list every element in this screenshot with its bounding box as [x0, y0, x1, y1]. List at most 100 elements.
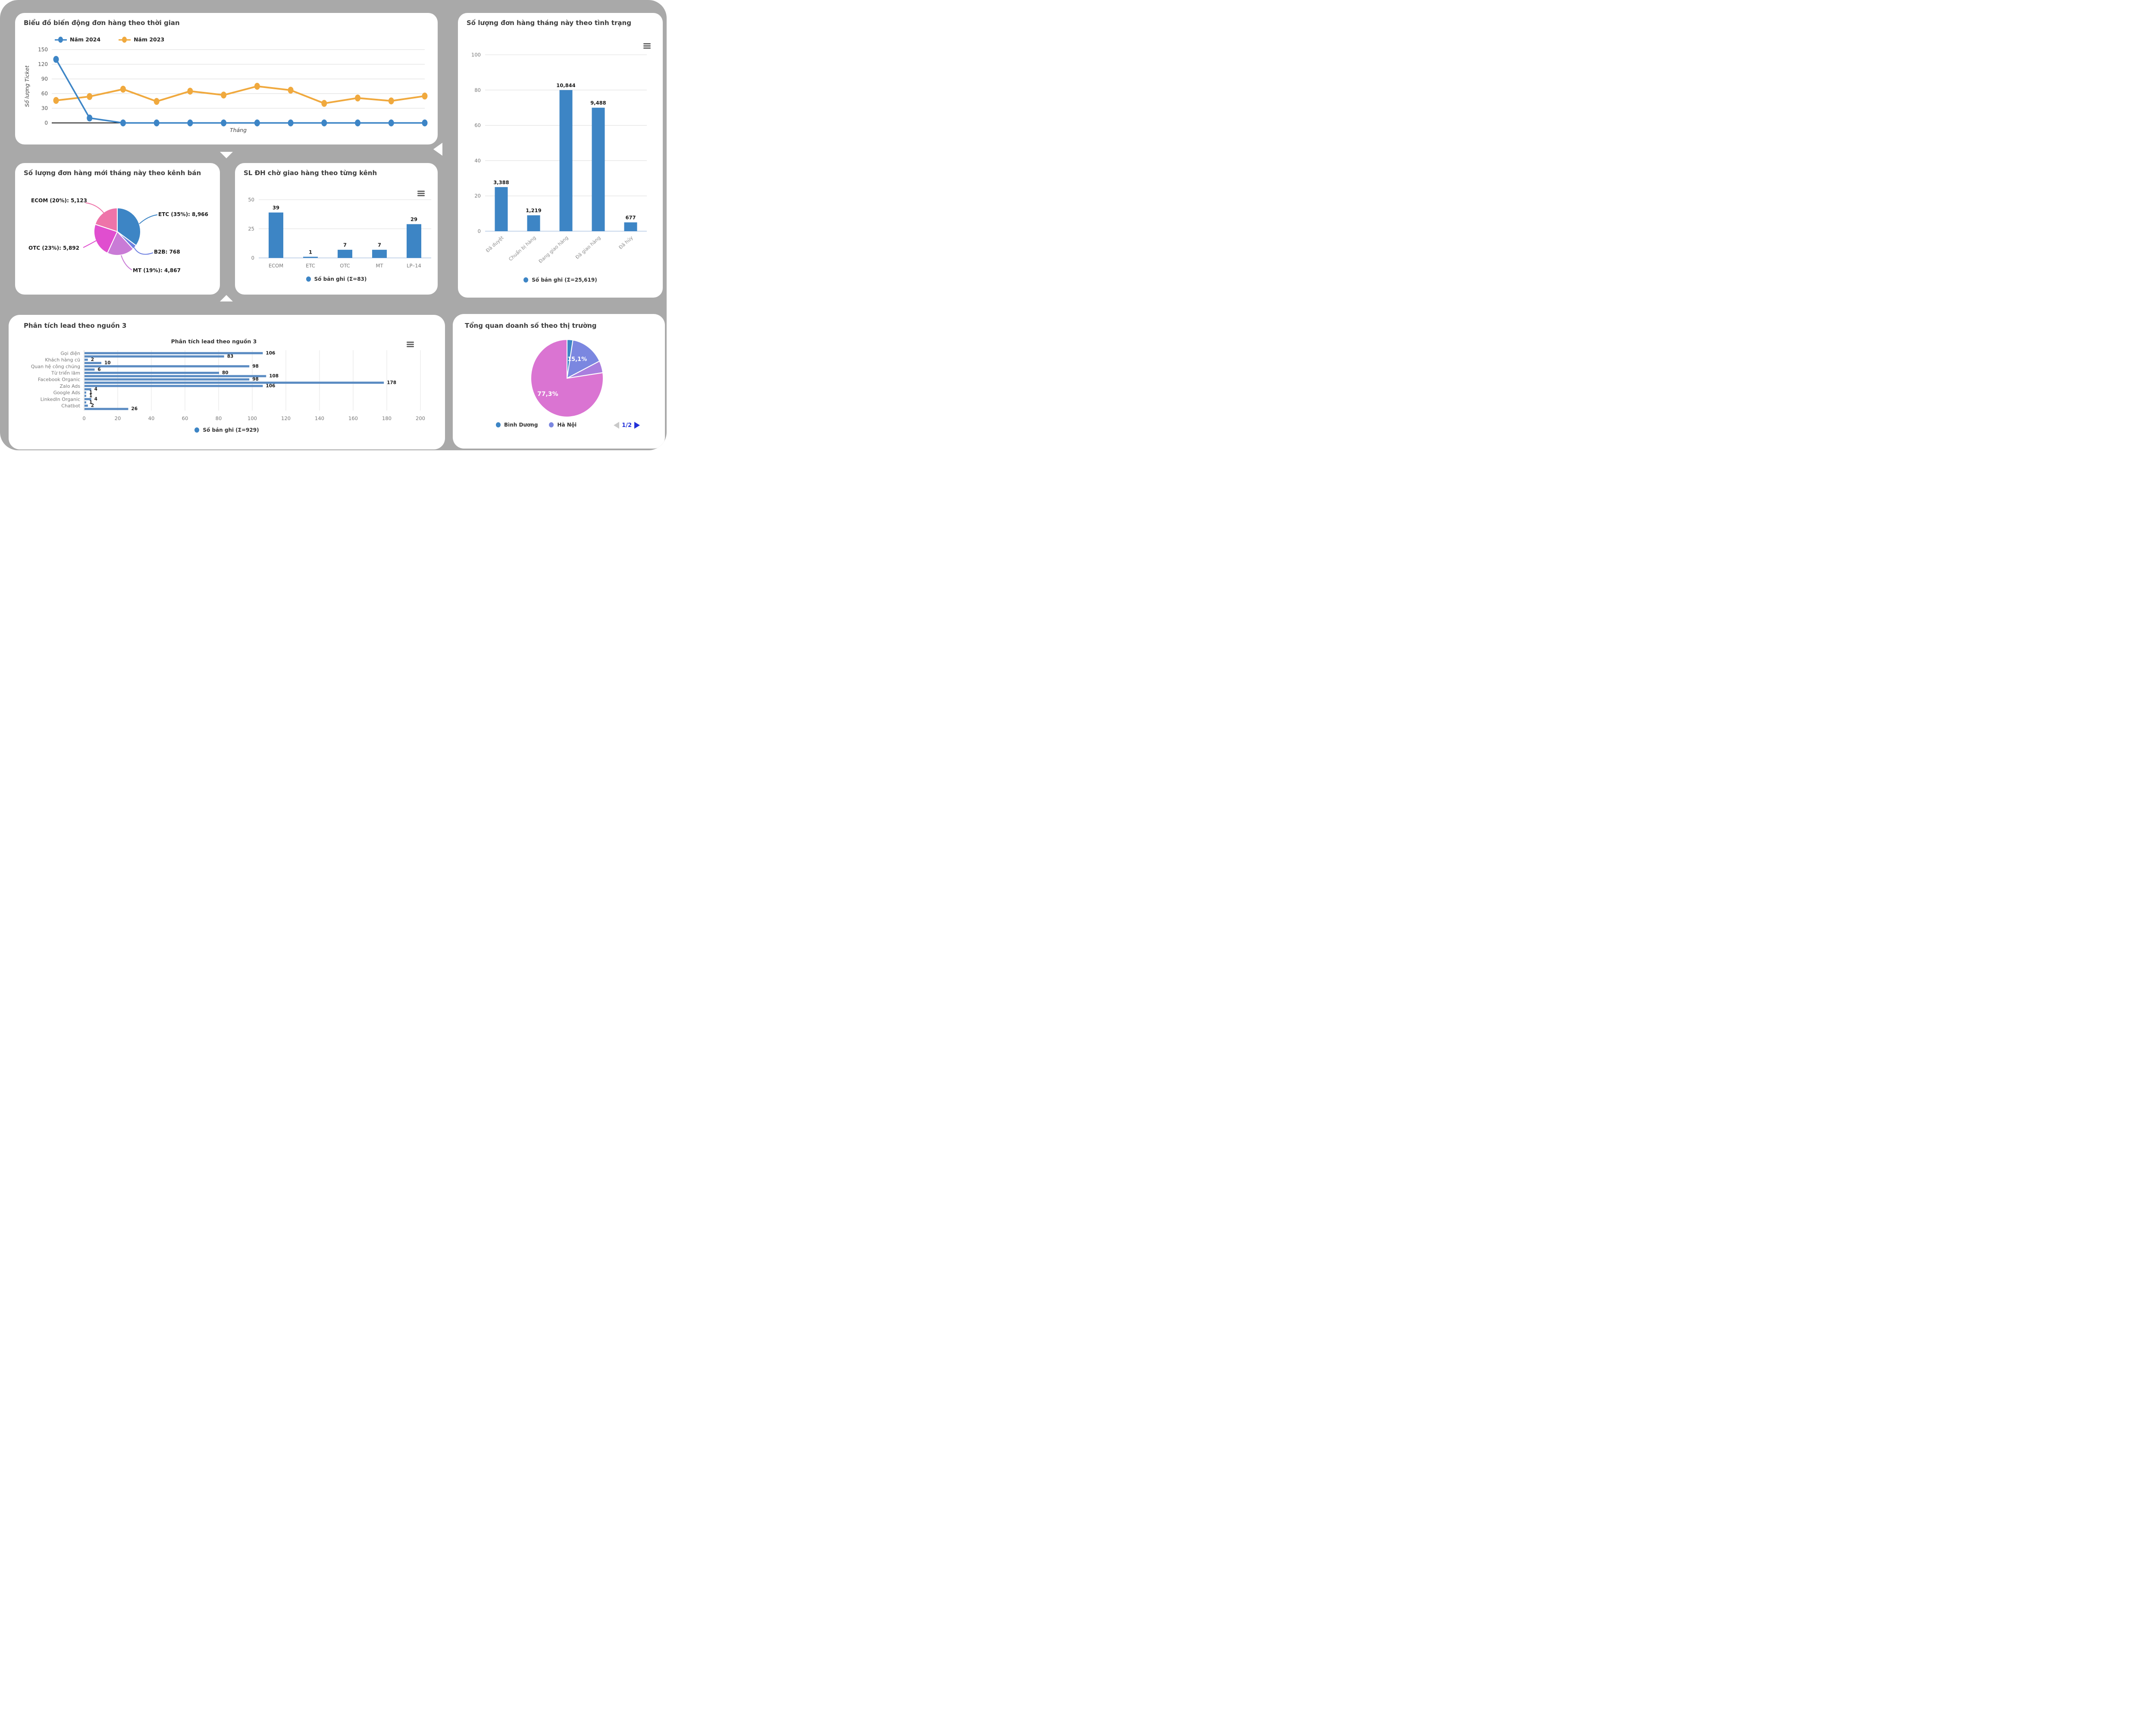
- card-title: Tổng quan doanh số theo thị trường: [465, 322, 597, 330]
- pie-label-mt: MT (19%): 4,867: [133, 267, 181, 273]
- x-axis-title: Tháng: [230, 127, 247, 133]
- chart-menu-icon[interactable]: [417, 191, 425, 196]
- lead-by-source-chart: 0 20 40 60 80 100 120 140 160 180 200 106 83 2 10 98 6 80…: [31, 350, 425, 421]
- data-point: [53, 56, 59, 63]
- category-label: Khách hàng cũ: [45, 357, 80, 363]
- legend-label: Năm 2023: [134, 36, 165, 43]
- orders-by-status-chart: 0 20 40 60 80 100 3,388 Đã duyệt 1,219 Chuẩn bị h…: [471, 52, 647, 264]
- dashboard: Biểu đồ biến động đơn hàng theo thời gia…: [0, 0, 667, 450]
- legend-dot-icon: [549, 422, 554, 427]
- value-label: 677: [625, 215, 636, 221]
- axis-label: 200: [416, 415, 425, 421]
- leader-line: [121, 255, 132, 270]
- category-label: MT: [376, 263, 384, 269]
- data-point: [288, 119, 294, 126]
- pending-delivery-chart: 0 25 50 39 ECOM 1 ETC 7 OTC 7 MT 29 LP–14: [248, 197, 431, 269]
- bar: [338, 250, 352, 258]
- legend-label: Số bản ghi (Σ=25,619): [532, 277, 597, 283]
- bar: [85, 391, 86, 394]
- value-label: 7: [378, 242, 381, 248]
- data-point: [422, 92, 428, 100]
- pager-prev-icon[interactable]: [614, 422, 620, 429]
- bar: [372, 250, 387, 258]
- chart-legend[interactable]: Số bản ghi (Σ=25,619): [458, 277, 663, 283]
- bar: [407, 224, 421, 258]
- axis-label: 80: [216, 415, 222, 421]
- data-point: [254, 83, 260, 90]
- pager-label: 1/2: [622, 422, 632, 429]
- leader-line: [85, 202, 104, 213]
- value-label: 98: [252, 364, 259, 369]
- data-point: [321, 100, 327, 107]
- leader-line: [83, 240, 97, 248]
- bar: [85, 362, 101, 364]
- value-label: 83: [227, 354, 234, 359]
- chart-legend[interactable]: Số bản ghi (Σ=83): [235, 276, 438, 282]
- axis-label: 120: [38, 61, 48, 67]
- panel-collapse-left-icon[interactable]: [433, 143, 442, 156]
- legend-label: Bình Dương: [504, 422, 538, 428]
- axis-label: 100: [248, 415, 257, 421]
- axis-label: 40: [474, 157, 481, 163]
- legend-item-nam-2024[interactable]: Năm 2024: [55, 36, 100, 43]
- bar: [85, 378, 250, 381]
- value-label: 10,844: [556, 82, 575, 88]
- value-label: 106: [266, 383, 275, 389]
- chart-menu-icon[interactable]: [643, 43, 651, 49]
- bar: [624, 222, 637, 231]
- axis-label: 60: [41, 91, 48, 97]
- axis-label: 60: [182, 415, 188, 421]
- legend-dot-icon: [496, 422, 501, 427]
- card-title: SL ĐH chờ giao hàng theo từng kênh: [244, 169, 377, 177]
- category-label: LinkedIn Organic: [41, 396, 80, 402]
- data-point: [388, 97, 394, 104]
- data-point: [87, 93, 93, 100]
- value-label: 1: [89, 393, 92, 399]
- bar: [559, 90, 573, 232]
- panel-collapse-up-icon[interactable]: [220, 295, 233, 301]
- panel-collapse-down-icon[interactable]: [220, 152, 233, 158]
- pager-next-icon[interactable]: [634, 422, 640, 429]
- axis-label: 180: [382, 415, 392, 421]
- value-label: 1: [89, 400, 92, 405]
- legend-item-nam-2023[interactable]: Năm 2023: [119, 36, 164, 43]
- pie-percent-label: 15,1%: [567, 356, 587, 363]
- bar: [85, 401, 86, 404]
- bar: [85, 375, 266, 377]
- category-label: Đã giao hàng: [574, 235, 602, 261]
- axis-label: 20: [474, 193, 481, 199]
- value-label: 9,488: [590, 100, 606, 106]
- legend-item-ha-noi[interactable]: Hà Nội: [549, 422, 577, 428]
- card-revenue-by-market: Tổng quan doanh số theo thị trường 15,1%…: [453, 314, 665, 449]
- axis-label: 20: [115, 415, 121, 421]
- line-chart-legend: Năm 2024 Năm 2023: [55, 36, 164, 43]
- value-label: 2: [91, 357, 94, 362]
- data-point: [120, 119, 126, 126]
- pie-group: [530, 339, 604, 418]
- data-point: [221, 91, 227, 99]
- data-point: [221, 119, 227, 126]
- axis-label: 0: [44, 120, 48, 126]
- data-point: [120, 85, 126, 93]
- data-point: [422, 119, 428, 126]
- value-label: 6: [97, 367, 100, 372]
- bar: [85, 381, 384, 384]
- category-label: Chatbot: [61, 403, 80, 409]
- category-label: ECOM: [269, 263, 283, 269]
- axis-label: 80: [474, 87, 481, 93]
- axis-label: 50: [248, 197, 254, 203]
- value-label: 98: [252, 377, 259, 382]
- data-point: [388, 119, 394, 126]
- card-title: Số lượng đơn hàng mới tháng này theo kên…: [24, 169, 201, 177]
- category-label: Đang giao hàng: [538, 235, 570, 264]
- bar: [592, 107, 605, 231]
- value-label: 1: [309, 249, 312, 255]
- data-point: [355, 119, 361, 126]
- chart-menu-icon[interactable]: [407, 342, 414, 347]
- legend-pagination: 1/2: [614, 422, 640, 429]
- chart-legend[interactable]: Số bản ghi (Σ=929): [9, 427, 445, 433]
- legend-label: Năm 2024: [70, 36, 101, 43]
- value-label: 2: [91, 403, 94, 408]
- pie-label-otc: OTC (23%): 5,892: [28, 245, 79, 251]
- legend-item-binh-duong[interactable]: Bình Dương: [496, 422, 538, 428]
